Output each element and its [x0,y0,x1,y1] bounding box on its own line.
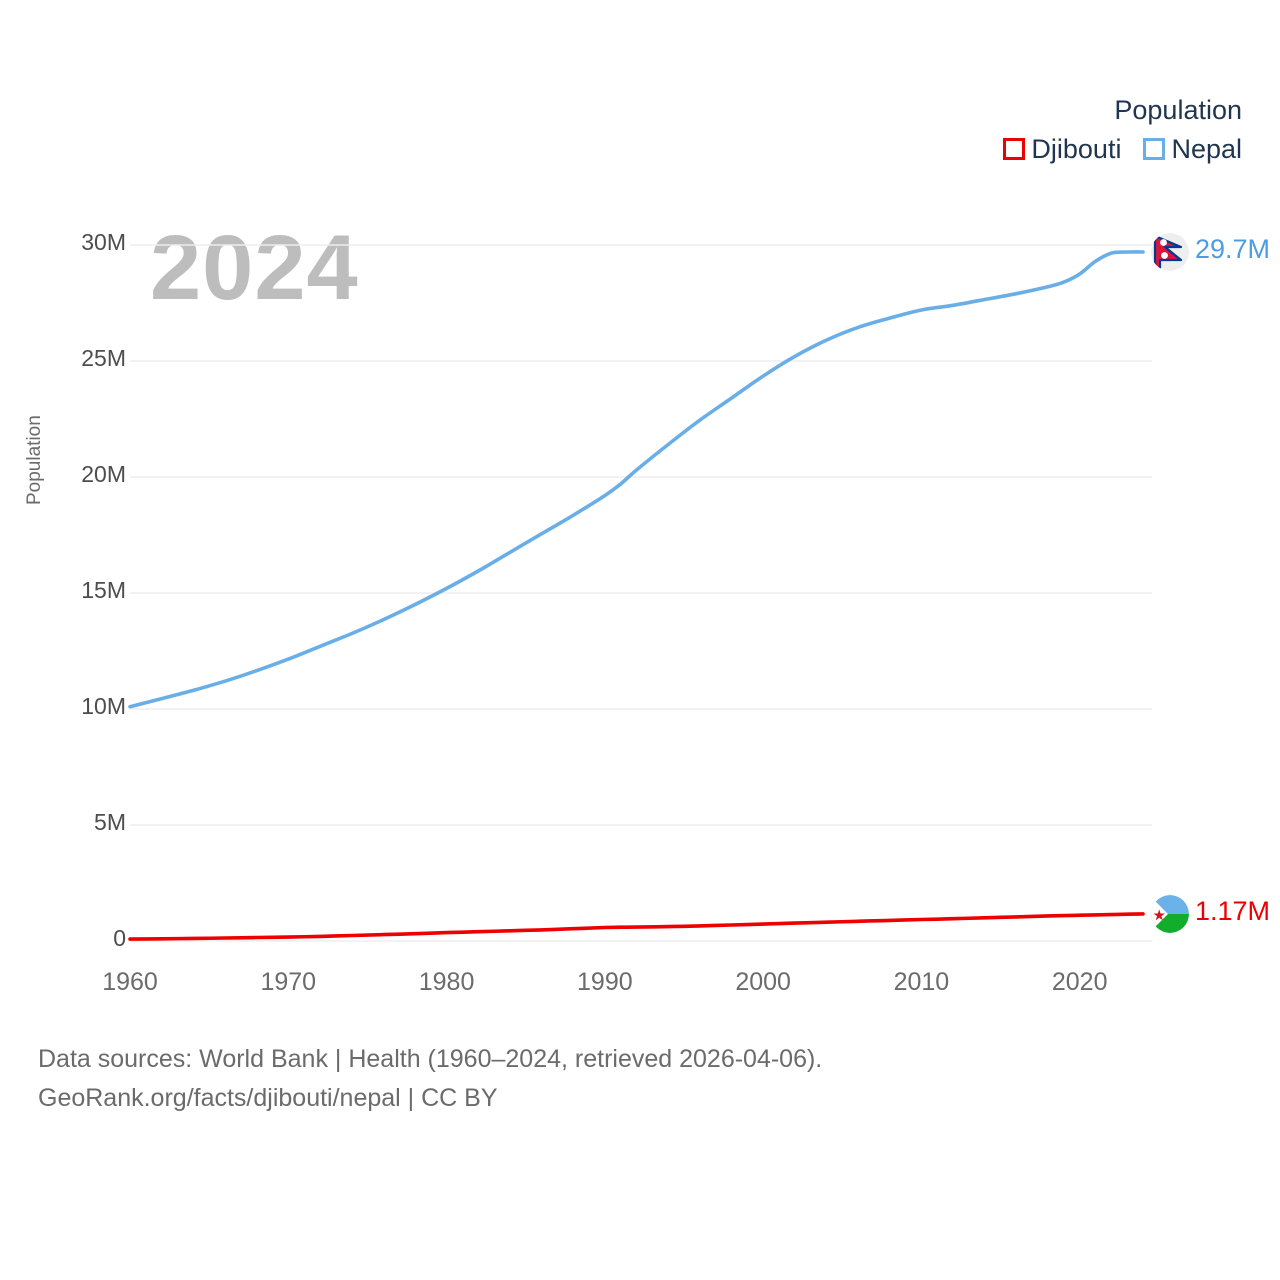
x-tick-label: 2020 [1051,968,1108,996]
series-lines [128,250,1145,941]
footer-credits: Data sources: World Bank | Health (1960–… [38,1040,822,1118]
legend-label-djibouti: Djibouti [1031,133,1122,164]
djibouti-flag-icon [1151,894,1189,933]
x-tick-label: 1980 [418,968,475,996]
nepal-end-label: 29.7M [1195,233,1271,264]
year-watermark: 2024 [150,217,359,319]
legend-label-nepal: Nepal [1171,133,1242,164]
x-tick-label: 1990 [577,968,633,996]
x-tick-label: 2000 [735,968,791,996]
x-tick-label: 2010 [893,968,950,996]
y-tick-text: 0 [113,925,126,951]
y-tick-text: 5M [94,809,126,835]
series-line-nepal [128,250,1145,709]
legend-items: Djibouti Nepal [1003,134,1242,165]
y-tick-text: 20M [81,461,126,487]
x-tick-label: 1960 [102,968,158,996]
y-tick-text: 25M [81,345,126,371]
footer-line-1: Data sources: World Bank | Health (1960–… [38,1045,823,1073]
y-tick-text: 30M [81,229,126,255]
gridlines [130,244,1152,942]
legend-item-nepal[interactable]: Nepal [1143,134,1242,165]
nepal-flag-icon [1151,232,1189,271]
x-tick-label: 1970 [260,968,317,996]
y-tick-text: 15M [81,577,126,603]
legend-swatch-nepal [1143,138,1166,161]
legend-swatch-djibouti [1003,138,1026,161]
footer-line-2: GeoRank.org/facts/djibouti/nepal | CC BY [38,1083,498,1112]
legend-title: Population [1114,95,1242,125]
djibouti-end-label: 1.17M [1195,895,1271,926]
y-tick-text: 10M [81,693,126,719]
series-line-djibouti [128,912,1145,941]
legend-item-djibouti[interactable]: Djibouti [1003,134,1121,165]
legend: Population Djibouti Nepal [1003,95,1242,165]
